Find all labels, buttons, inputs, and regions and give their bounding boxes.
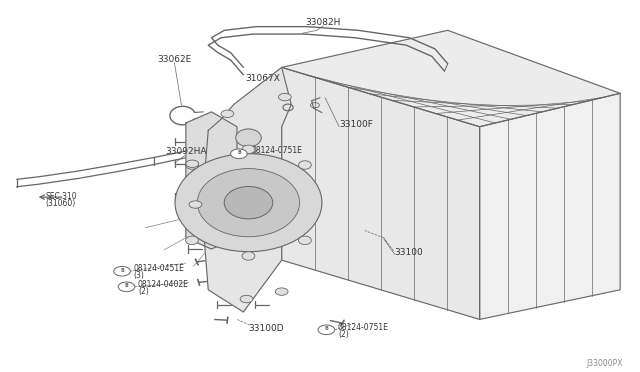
Circle shape bbox=[118, 282, 135, 292]
Circle shape bbox=[278, 93, 291, 101]
Text: 08124-0402E: 08124-0402E bbox=[138, 280, 189, 289]
Ellipse shape bbox=[242, 252, 255, 260]
Text: J33000PX: J33000PX bbox=[587, 359, 623, 368]
Circle shape bbox=[275, 288, 288, 295]
Circle shape bbox=[230, 149, 247, 158]
Circle shape bbox=[114, 266, 131, 276]
Text: 31067X: 31067X bbox=[245, 74, 280, 83]
Text: (3): (3) bbox=[134, 271, 145, 280]
Circle shape bbox=[186, 160, 198, 167]
Polygon shape bbox=[479, 93, 620, 320]
Ellipse shape bbox=[197, 169, 300, 237]
Text: B: B bbox=[125, 283, 129, 288]
Ellipse shape bbox=[224, 186, 273, 219]
Text: B: B bbox=[127, 283, 130, 289]
Text: B: B bbox=[120, 267, 124, 273]
Ellipse shape bbox=[298, 161, 311, 169]
Text: B: B bbox=[122, 267, 125, 273]
Circle shape bbox=[318, 325, 335, 335]
Ellipse shape bbox=[186, 161, 198, 169]
Polygon shape bbox=[282, 67, 479, 320]
Ellipse shape bbox=[236, 129, 261, 147]
Text: 33100D: 33100D bbox=[264, 181, 300, 190]
Circle shape bbox=[189, 201, 202, 208]
Text: 33062E: 33062E bbox=[157, 55, 191, 64]
Text: 33100: 33100 bbox=[395, 248, 424, 257]
Text: 08124-0751E: 08124-0751E bbox=[338, 323, 388, 332]
Polygon shape bbox=[202, 67, 291, 312]
Text: 08124-0451E: 08124-0451E bbox=[134, 264, 184, 273]
Text: (2): (2) bbox=[138, 287, 148, 296]
Polygon shape bbox=[186, 112, 237, 249]
Ellipse shape bbox=[242, 145, 255, 154]
Text: 33092HA: 33092HA bbox=[165, 147, 207, 156]
Circle shape bbox=[240, 295, 253, 303]
Text: 08124-0751E: 08124-0751E bbox=[251, 146, 302, 155]
Ellipse shape bbox=[186, 236, 198, 245]
Ellipse shape bbox=[298, 236, 311, 245]
Circle shape bbox=[221, 110, 234, 118]
Text: B: B bbox=[239, 150, 243, 155]
Text: SEC.310: SEC.310 bbox=[45, 192, 77, 201]
Text: (2): (2) bbox=[338, 330, 349, 340]
Polygon shape bbox=[282, 31, 620, 127]
Text: 33100D: 33100D bbox=[248, 324, 284, 333]
Text: B: B bbox=[324, 326, 328, 331]
Text: B: B bbox=[326, 327, 330, 332]
Text: B: B bbox=[237, 150, 241, 155]
Text: (2): (2) bbox=[251, 153, 262, 162]
Text: 33100F: 33100F bbox=[339, 121, 373, 129]
Text: 33082H: 33082H bbox=[305, 19, 341, 28]
Text: (31060): (31060) bbox=[45, 199, 76, 208]
Ellipse shape bbox=[175, 154, 322, 252]
